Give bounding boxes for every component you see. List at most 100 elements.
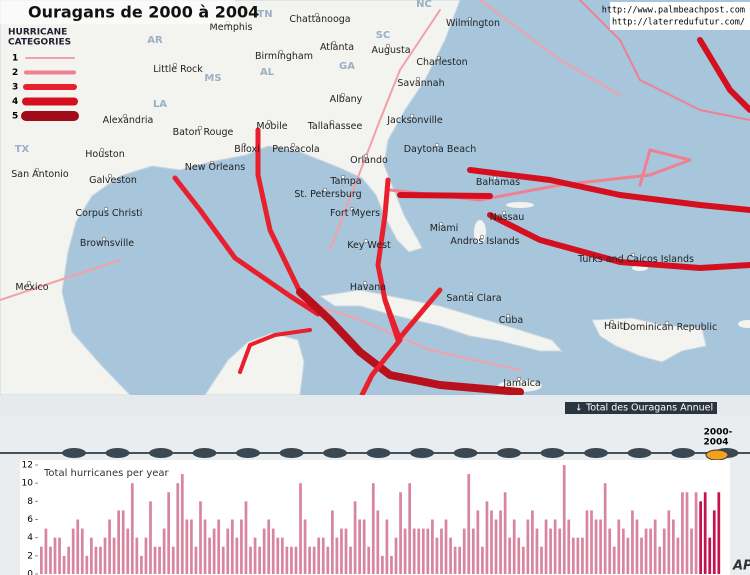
bar	[176, 483, 180, 574]
button-label[interactable]: Total des Ouragans Annuel	[585, 403, 713, 414]
timeline-button[interactable]	[236, 448, 260, 458]
period-label: 2004	[703, 438, 728, 448]
bar	[553, 519, 557, 574]
city-dot	[409, 113, 415, 119]
bar	[667, 510, 671, 574]
timeline-button[interactable]	[540, 448, 565, 458]
city-label: Memphis	[210, 22, 253, 33]
bar	[44, 528, 48, 574]
bar	[235, 537, 239, 574]
bar	[453, 546, 457, 574]
timeline-button[interactable]	[584, 448, 608, 458]
region-label: LA	[153, 99, 167, 110]
timeline-button[interactable]	[192, 448, 217, 458]
bar	[299, 483, 302, 574]
bar	[603, 483, 607, 574]
bar	[626, 537, 630, 574]
credit-box	[610, 2, 750, 30]
bar	[94, 546, 98, 574]
city-label: Dominican Republic	[623, 322, 717, 333]
island	[738, 320, 750, 328]
bar	[362, 519, 366, 574]
legend-title: CATEGORIES	[8, 38, 71, 48]
city-dot	[436, 55, 442, 61]
city-label: Havana	[350, 282, 386, 293]
bar	[531, 510, 534, 574]
city-dot	[329, 119, 335, 125]
track	[238, 328, 312, 374]
bar	[40, 546, 43, 574]
title-band	[0, 0, 235, 24]
track	[329, 9, 441, 251]
bar	[417, 528, 421, 574]
city-label: Galveston	[89, 175, 137, 186]
timeline-button[interactable]	[62, 448, 86, 458]
y-tick-label: 0	[27, 570, 33, 575]
bar	[326, 546, 330, 574]
bar	[581, 537, 584, 574]
selected-period[interactable]	[705, 449, 729, 461]
city-dot	[434, 142, 440, 148]
ap-logo: AP	[732, 559, 750, 574]
bar	[381, 555, 384, 574]
city-dot	[197, 125, 203, 131]
bar	[690, 528, 693, 574]
bar	[253, 537, 257, 574]
city-label: Cuba	[499, 315, 524, 326]
bar	[481, 546, 484, 574]
city-label: Jamaica	[502, 378, 540, 389]
city-label: Pensacola	[272, 144, 320, 155]
bar	[271, 528, 275, 574]
timeline-button[interactable]	[279, 448, 304, 458]
bar	[440, 528, 443, 574]
bar	[121, 510, 125, 574]
bar	[694, 492, 698, 574]
bar	[585, 510, 589, 574]
track	[697, 37, 750, 113]
bar	[517, 537, 521, 574]
track	[487, 212, 750, 271]
bar	[317, 537, 321, 574]
timeline-button[interactable]	[366, 448, 391, 458]
city-label: Charleston	[416, 57, 467, 68]
tracks	[0, 0, 750, 398]
city-dot	[101, 236, 107, 242]
timeline-button[interactable]	[627, 448, 652, 458]
region-label: MS	[204, 73, 221, 84]
city-dot	[314, 12, 320, 18]
city-dot	[385, 43, 391, 49]
bar	[508, 537, 512, 574]
bar	[190, 519, 193, 574]
y-tick-label: 4	[27, 533, 33, 543]
bar	[703, 492, 707, 574]
y-tick-label: 10	[22, 479, 34, 489]
city-dot	[505, 313, 511, 319]
bar	[208, 537, 211, 574]
city-dot	[492, 175, 498, 181]
bar	[90, 537, 93, 574]
timeline-button[interactable]	[105, 448, 130, 458]
city-label: Andros Islands	[450, 236, 519, 247]
timeline-button[interactable]	[453, 448, 478, 458]
bar	[462, 528, 466, 574]
bar	[599, 519, 602, 574]
bar	[394, 537, 398, 574]
y-tick-label: 6	[27, 515, 33, 525]
bar	[185, 519, 189, 574]
region-label: GA	[339, 61, 355, 72]
button-arrow: ↓	[575, 404, 583, 414]
timeline-button[interactable]	[497, 448, 521, 458]
city-label: Bahamas	[476, 177, 520, 188]
city-dot	[122, 113, 128, 119]
bar	[403, 528, 407, 574]
bar	[708, 537, 712, 574]
timeline-button[interactable]	[149, 448, 173, 458]
timeline-button[interactable]	[410, 448, 434, 458]
map: Chattanooga Memphis Wilmington Birmingham At…	[0, 0, 750, 398]
track	[397, 192, 493, 199]
timeline-button[interactable]	[671, 448, 695, 458]
total-button[interactable]	[565, 402, 717, 414]
land	[204, 332, 305, 396]
city-dot	[479, 234, 485, 240]
timeline-button[interactable]	[323, 448, 347, 458]
